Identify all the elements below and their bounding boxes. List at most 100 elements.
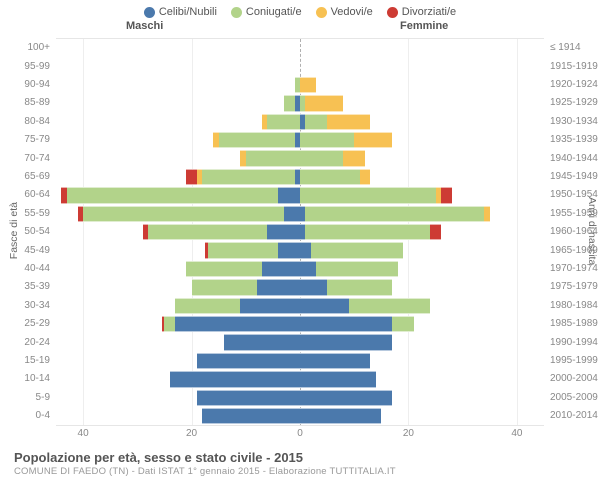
- bar-segment: [148, 224, 267, 240]
- male-bar: [202, 408, 300, 424]
- age-row: 20-241990-1994: [56, 333, 544, 351]
- bar-segment: [208, 242, 278, 258]
- legend-item: Vedovi/e: [316, 6, 373, 18]
- bar-segment: [224, 334, 300, 350]
- bar-segment: [197, 390, 300, 406]
- bar-segment: [300, 279, 327, 295]
- age-row: 85-891925-1929: [56, 94, 544, 112]
- birth-year-label: 1970-1974: [550, 263, 598, 274]
- female-bar: [300, 298, 430, 314]
- bar-segment: [305, 206, 484, 222]
- age-label: 30-34: [24, 300, 50, 311]
- birth-year-label: 1945-1949: [550, 171, 598, 182]
- male-bar: [186, 169, 300, 185]
- age-label: 95-99: [24, 61, 50, 72]
- bar-segment: [202, 169, 294, 185]
- birth-year-label: 1925-1929: [550, 97, 598, 108]
- female-bar: [300, 279, 392, 295]
- x-tick-label: 40: [78, 428, 89, 439]
- bar-segment: [192, 279, 257, 295]
- bar-segment: [484, 206, 489, 222]
- bar-segment: [197, 353, 300, 369]
- bar-segment: [257, 279, 300, 295]
- bar-segment: [262, 261, 300, 277]
- legend-label: Divorziati/e: [402, 6, 456, 18]
- age-label: 60-64: [24, 189, 50, 200]
- bar-segment: [202, 408, 300, 424]
- bar-segment: [83, 206, 284, 222]
- birth-year-label: 1930-1934: [550, 116, 598, 127]
- age-row: 5-92005-2009: [56, 389, 544, 407]
- female-bar: [300, 187, 452, 203]
- bar-segment: [164, 316, 175, 332]
- age-label: 0-4: [36, 410, 50, 421]
- male-bar: [78, 206, 300, 222]
- male-bar: [186, 261, 300, 277]
- x-tick-label: 20: [186, 428, 197, 439]
- birth-year-label: 1975-1979: [550, 281, 598, 292]
- bar-segment: [300, 261, 316, 277]
- bar-segment: [300, 169, 360, 185]
- chart-area: Fasce di età Anni di nascita 100+≤ 19149…: [10, 38, 590, 444]
- bar-segment: [343, 150, 365, 166]
- age-label: 85-89: [24, 97, 50, 108]
- female-bar: [300, 95, 343, 111]
- male-bar: [162, 316, 300, 332]
- age-label: 10-14: [24, 373, 50, 384]
- male-bar: [240, 150, 300, 166]
- birth-year-label: 1955-1959: [550, 208, 598, 219]
- bar-segment: [300, 77, 316, 93]
- birth-year-label: 1980-1984: [550, 300, 598, 311]
- bar-segment: [300, 408, 381, 424]
- bar-segment: [170, 371, 300, 387]
- bar-segment: [441, 187, 452, 203]
- birth-year-label: 1940-1944: [550, 153, 598, 164]
- bar-segment: [300, 298, 349, 314]
- bar-segment: [300, 242, 311, 258]
- male-bar: [61, 187, 300, 203]
- bar-segment: [430, 224, 441, 240]
- age-row: 95-991915-1919: [56, 57, 544, 75]
- age-label: 100+: [27, 42, 50, 53]
- bar-segment: [175, 298, 240, 314]
- age-row: 100+≤ 1914: [56, 39, 544, 57]
- male-bar: [213, 132, 300, 148]
- bar-segment: [186, 169, 197, 185]
- female-bar: [300, 408, 381, 424]
- legend-label: Coniugati/e: [246, 6, 302, 18]
- birth-year-label: 2010-2014: [550, 410, 598, 421]
- bar-segment: [267, 224, 300, 240]
- birth-year-label: 1965-1969: [550, 245, 598, 256]
- titles: Popolazione per età, sesso e stato civil…: [14, 450, 586, 477]
- age-label: 40-44: [24, 263, 50, 274]
- age-row: 30-341980-1984: [56, 297, 544, 315]
- age-row: 10-142000-2004: [56, 370, 544, 388]
- age-row: 80-841930-1934: [56, 113, 544, 131]
- female-bar: [300, 206, 490, 222]
- chart-title: Popolazione per età, sesso e stato civil…: [14, 450, 586, 465]
- age-label: 5-9: [36, 392, 50, 403]
- legend-swatch: [387, 7, 398, 18]
- bar-segment: [305, 95, 343, 111]
- age-row: 45-491965-1969: [56, 241, 544, 259]
- legend-swatch: [231, 7, 242, 18]
- age-row: 70-741940-1944: [56, 149, 544, 167]
- female-bar: [300, 242, 403, 258]
- bar-segment: [305, 114, 327, 130]
- bar-segment: [305, 224, 430, 240]
- bar-segment: [360, 169, 371, 185]
- bar-segment: [278, 187, 300, 203]
- female-bar: [300, 77, 316, 93]
- birth-year-label: 1935-1939: [550, 134, 598, 145]
- age-label: 75-79: [24, 134, 50, 145]
- bar-segment: [392, 316, 414, 332]
- legend-item: Celibi/Nubili: [144, 6, 217, 18]
- male-bar: [262, 114, 300, 130]
- birth-year-label: ≤ 1914: [550, 42, 581, 53]
- age-row: 35-391975-1979: [56, 278, 544, 296]
- x-tick-label: 40: [511, 428, 522, 439]
- age-row: 50-541960-1964: [56, 223, 544, 241]
- bar-segment: [267, 114, 300, 130]
- bar-segment: [300, 316, 392, 332]
- legend-swatch: [316, 7, 327, 18]
